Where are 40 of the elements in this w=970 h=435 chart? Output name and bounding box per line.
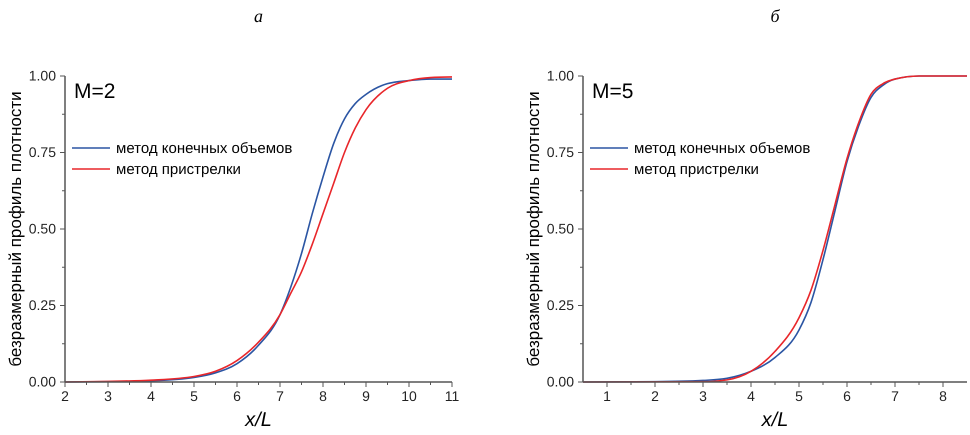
y-tick-label: 1.00 <box>28 67 56 84</box>
chart-title: б <box>770 6 780 26</box>
x-axis-title: x/L <box>244 409 272 431</box>
chart-title: а <box>254 6 263 26</box>
x-tick-label: 1 <box>603 388 612 404</box>
x-tick-label: 9 <box>362 388 370 404</box>
x-tick-label: 8 <box>319 388 328 404</box>
y-tick-label: 1.00 <box>546 67 574 84</box>
x-tick-label: 4 <box>747 388 756 404</box>
legend-label: метод конечных объемов <box>116 140 292 157</box>
x-tick-label: 6 <box>843 388 852 404</box>
annotation: M=2 <box>74 80 116 103</box>
x-tick-label: 4 <box>147 388 156 404</box>
x-tick-label: 6 <box>233 388 242 404</box>
x-tick-label: 8 <box>939 388 948 404</box>
x-tick-label: 5 <box>795 388 804 404</box>
y-tick-label: 0.50 <box>546 220 574 236</box>
x-axis-title: x/L <box>760 409 788 431</box>
x-tick-label: 3 <box>104 388 112 404</box>
x-tick-label: 2 <box>61 388 70 404</box>
y-axis-title: безразмерный профиль плотности <box>6 91 25 367</box>
y-tick-label: 0.00 <box>546 373 574 390</box>
legend-label: метод пристрелки <box>116 161 241 178</box>
x-tick-label: 7 <box>276 388 284 404</box>
annotation: M=5 <box>592 80 634 103</box>
x-tick-label: 10 <box>401 388 417 404</box>
x-tick-label: 2 <box>651 388 660 404</box>
x-tick-label: 11 <box>444 388 460 404</box>
legend-label: метод пристрелки <box>634 161 759 178</box>
y-tick-label: 0.75 <box>546 144 574 160</box>
x-tick-label: 7 <box>891 388 900 404</box>
x-tick-label: 5 <box>190 388 198 404</box>
y-tick-label: 0.50 <box>28 220 56 236</box>
y-tick-label: 0.00 <box>28 373 56 390</box>
legend-label: метод конечных объемов <box>634 140 810 157</box>
x-tick-label: 3 <box>699 388 708 404</box>
y-tick-label: 0.75 <box>28 144 56 160</box>
y-tick-label: 0.25 <box>28 296 56 313</box>
y-tick-label: 0.25 <box>546 296 574 313</box>
y-axis-title: безразмерный профиль плотности <box>524 91 543 367</box>
